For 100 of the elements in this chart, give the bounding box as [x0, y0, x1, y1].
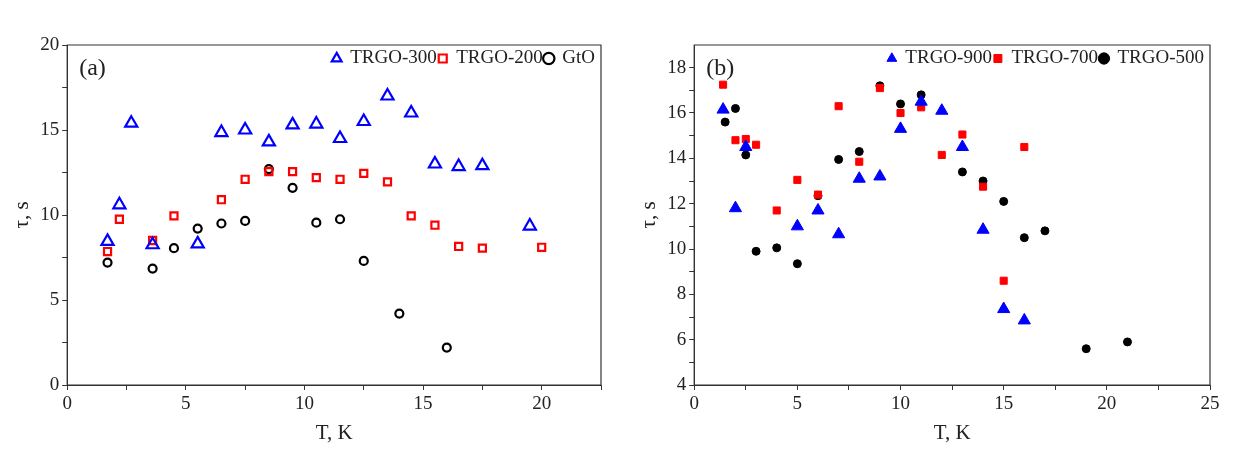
- annotation: (b): [706, 54, 735, 81]
- point: [751, 246, 761, 256]
- point: [739, 139, 753, 151]
- point: [790, 218, 804, 231]
- y-axis-title: τ, s: [636, 201, 661, 229]
- point: [834, 154, 844, 164]
- y-tick-label: 4: [676, 372, 687, 394]
- point: [216, 195, 227, 205]
- y-tick-label: 6: [676, 327, 687, 349]
- point: [394, 308, 405, 319]
- point: [380, 87, 395, 101]
- point: [311, 217, 322, 228]
- point: [716, 102, 730, 114]
- x-tick-label: 5: [181, 392, 191, 414]
- point: [190, 235, 205, 249]
- point: [356, 113, 371, 127]
- y-tick-label: 20: [40, 32, 60, 54]
- point: [1019, 233, 1029, 243]
- point: [287, 182, 298, 193]
- x-tick-label: 15: [413, 392, 433, 414]
- x-tick-label: 10: [294, 392, 314, 414]
- point: [893, 121, 908, 133]
- point: [731, 136, 740, 145]
- point: [976, 222, 990, 234]
- point: [811, 202, 825, 215]
- annotation: (a): [79, 54, 106, 81]
- point: [441, 342, 452, 353]
- point: [287, 167, 298, 177]
- point: [430, 220, 440, 230]
- point: [752, 140, 761, 149]
- point: [1081, 344, 1091, 354]
- point: [168, 243, 180, 254]
- x-tick-label: 15: [994, 392, 1014, 414]
- point: [937, 150, 946, 159]
- x-tick-label: 5: [792, 392, 803, 414]
- point: [935, 103, 949, 115]
- point: [100, 233, 115, 246]
- point: [730, 103, 740, 113]
- point: [112, 196, 127, 210]
- point: [1017, 312, 1031, 325]
- legend-label: GtO: [562, 46, 596, 68]
- point: [896, 99, 906, 109]
- point: [334, 214, 346, 225]
- x-tick-label: 25: [1200, 392, 1220, 414]
- y-tick-label: 14: [667, 146, 687, 168]
- point: [406, 211, 416, 221]
- point: [145, 236, 160, 250]
- y-tick-label: 10: [667, 236, 687, 258]
- point: [1020, 142, 1029, 152]
- point: [896, 108, 905, 118]
- point: [335, 174, 345, 184]
- point: [997, 301, 1011, 314]
- point: [169, 211, 179, 221]
- point: [216, 218, 227, 229]
- legend-label: TRGO-900: [905, 46, 992, 68]
- point: [999, 276, 1008, 285]
- point: [240, 174, 250, 184]
- y-tick-label: 16: [667, 100, 687, 122]
- y-tick-label: 10: [40, 202, 60, 224]
- y-tick-label: 8: [676, 282, 687, 304]
- y-axis-title: τ, s: [9, 201, 34, 229]
- point: [475, 157, 490, 171]
- point: [332, 130, 348, 144]
- point: [792, 259, 802, 269]
- point: [427, 155, 443, 169]
- point: [285, 116, 300, 130]
- point: [147, 263, 158, 274]
- point: [261, 133, 277, 147]
- legend-label: TRGO-200: [456, 46, 543, 68]
- y-tick-label: 15: [40, 117, 60, 139]
- point: [404, 104, 419, 118]
- point: [102, 257, 113, 268]
- point: [451, 158, 466, 172]
- point: [214, 124, 229, 138]
- y-tick-label: 12: [667, 191, 687, 213]
- x-tick-label: 20: [532, 392, 552, 414]
- point: [955, 139, 969, 151]
- point: [772, 206, 781, 215]
- point: [237, 121, 253, 135]
- point: [873, 168, 887, 181]
- point: [854, 147, 864, 157]
- point: [914, 94, 928, 106]
- y-tick-label: 5: [49, 287, 60, 309]
- legend-label: TRGO-700: [1011, 46, 1098, 68]
- x-tick-label: 20: [1097, 392, 1117, 414]
- point: [1040, 226, 1050, 236]
- point: [979, 182, 988, 191]
- point: [719, 80, 728, 89]
- x-tick-label: 10: [891, 392, 911, 414]
- point: [958, 130, 967, 139]
- point: [999, 196, 1009, 206]
- point: [114, 214, 125, 224]
- point: [855, 157, 864, 166]
- point: [720, 117, 730, 127]
- point: [772, 243, 782, 253]
- point: [309, 115, 324, 129]
- point: [957, 167, 967, 177]
- point: [192, 223, 203, 234]
- point: [382, 177, 393, 187]
- point: [522, 217, 537, 231]
